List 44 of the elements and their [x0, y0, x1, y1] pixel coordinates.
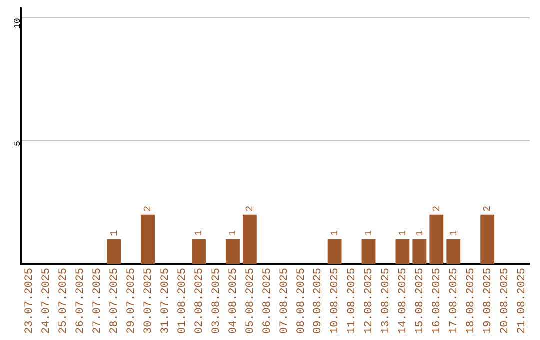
x-tick-label: 25.07.2025	[58, 268, 70, 334]
x-tick-label: 17.08.2025	[448, 268, 461, 334]
x-tick-label: 28.07.2025	[109, 268, 122, 334]
x-tick-label: 02.08.2025	[194, 268, 206, 334]
x-tick-label: 08.08.2025	[296, 268, 308, 334]
data-label: 1	[194, 230, 206, 236]
data-label: 1	[330, 230, 342, 236]
x-tick-label: 13.08.2025	[380, 268, 393, 334]
data-label: 2	[432, 206, 444, 212]
data-label: 2	[246, 206, 257, 212]
x-tick-label: 18.08.2025	[466, 268, 478, 334]
x-tick-label: 29.07.2025	[126, 268, 138, 334]
data-label: 2	[483, 206, 494, 212]
x-tick-label: 23.07.2025	[24, 268, 36, 334]
x-tick-label: 16.08.2025	[432, 268, 444, 334]
x-tick-label: 30.07.2025	[143, 268, 156, 334]
x-tick-label: 03.08.2025	[210, 268, 223, 334]
data-label: 1	[110, 230, 121, 236]
x-tick-label: 27.07.2025	[92, 268, 104, 334]
x-tick-label: 19.08.2025	[482, 268, 494, 334]
x-tick-label: 24.07.2025	[41, 268, 54, 334]
x-tick-label: 14.08.2025	[398, 268, 410, 334]
x-tick-label: 04.08.2025	[228, 268, 240, 334]
x-tick-label: 10.08.2025	[330, 268, 342, 334]
data-label: 1	[364, 230, 376, 236]
x-tick-label: 05.08.2025	[244, 268, 257, 334]
x-tick-label: 09.08.2025	[312, 268, 325, 334]
x-tick-label: 01.08.2025	[176, 268, 189, 334]
y-tick-label: 10	[13, 18, 24, 30]
data-label: 1	[398, 230, 410, 236]
data-label: 2	[144, 206, 155, 212]
data-label: 1	[415, 230, 426, 236]
x-tick-label: 26.07.2025	[75, 268, 88, 334]
x-tick-label: 06.08.2025	[262, 268, 274, 334]
x-tick-label: 11.08.2025	[346, 268, 359, 334]
x-tick-label: 31.07.2025	[160, 268, 172, 334]
x-tick-label: 15.08.2025	[414, 268, 427, 334]
data-label: 1	[449, 230, 460, 236]
y-tick-label: 5	[13, 141, 24, 147]
x-tick-label: 20.08.2025	[499, 268, 512, 334]
x-tick-label: 07.08.2025	[278, 268, 291, 334]
x-tick-label: 21.08.2025	[516, 268, 528, 334]
data-label: 1	[228, 230, 240, 236]
x-tick-label: 12.08.2025	[364, 268, 376, 334]
